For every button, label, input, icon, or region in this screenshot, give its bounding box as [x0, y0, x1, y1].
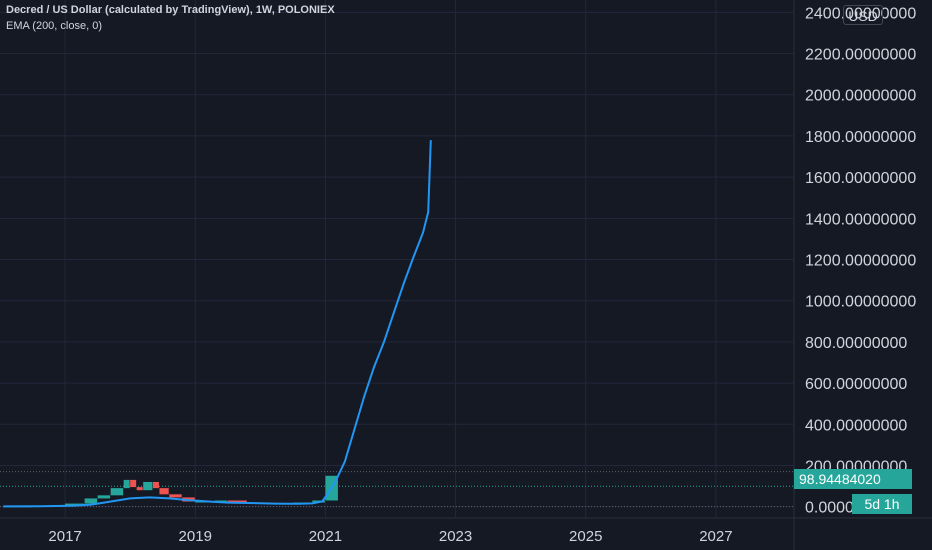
y-tick-label: 1600.00000000 [805, 170, 916, 187]
price-candle [97, 495, 111, 499]
price-candle [169, 494, 182, 498]
y-tick-label: 600.00000000 [805, 376, 907, 393]
price-candle [152, 481, 159, 489]
x-tick-label: 2027 [699, 528, 732, 545]
ema-series-line [3, 140, 432, 508]
y-tick-label: 800.00000000 [805, 335, 907, 352]
y-axis-labels: 0.00000000200.00000000400.00000000600.00… [805, 5, 916, 516]
price-candle [136, 487, 143, 491]
price-candle [159, 488, 169, 495]
ema-line [3, 140, 432, 508]
currency-button[interactable]: USD [843, 5, 883, 25]
price-candle [214, 500, 228, 502]
x-tick-label: 2025 [569, 528, 602, 545]
y-tick-label: 1000.00000000 [805, 294, 916, 311]
price-candle [143, 481, 153, 491]
y-tick-label: 1400.00000000 [805, 211, 916, 228]
last-price-label: 98.94484020 [794, 469, 912, 489]
price-candle [130, 479, 137, 488]
y-tick-label: 2000.00000000 [805, 88, 916, 105]
price-candle [123, 479, 130, 489]
indicator-legend: EMA (200, close, 0) [6, 20, 102, 32]
price-candle [65, 503, 85, 506]
price-candle [227, 500, 247, 503]
price-candle [110, 488, 124, 496]
x-axis-labels: 2017 2019 2021 2023 2025 2027 [48, 528, 732, 545]
y-tick-label: 400.00000000 [805, 417, 907, 434]
price-bars [3, 475, 338, 508]
symbol-title: Decred / US Dollar (calculated by Tradin… [6, 4, 335, 16]
y-tick-label: 2200.00000000 [805, 47, 916, 64]
y-tick-label: 1200.00000000 [805, 253, 916, 270]
y-tick-label: 1800.00000000 [805, 129, 916, 146]
x-tick-label: 2021 [309, 528, 342, 545]
x-tick-label: 2019 [179, 528, 212, 545]
price-candle [84, 498, 98, 504]
x-tick-label: 2023 [439, 528, 472, 545]
bar-countdown-label: 5d 1h [852, 494, 912, 514]
x-tick-label: 2017 [48, 528, 81, 545]
y-tick-label: 2400.00000000 [805, 5, 916, 22]
